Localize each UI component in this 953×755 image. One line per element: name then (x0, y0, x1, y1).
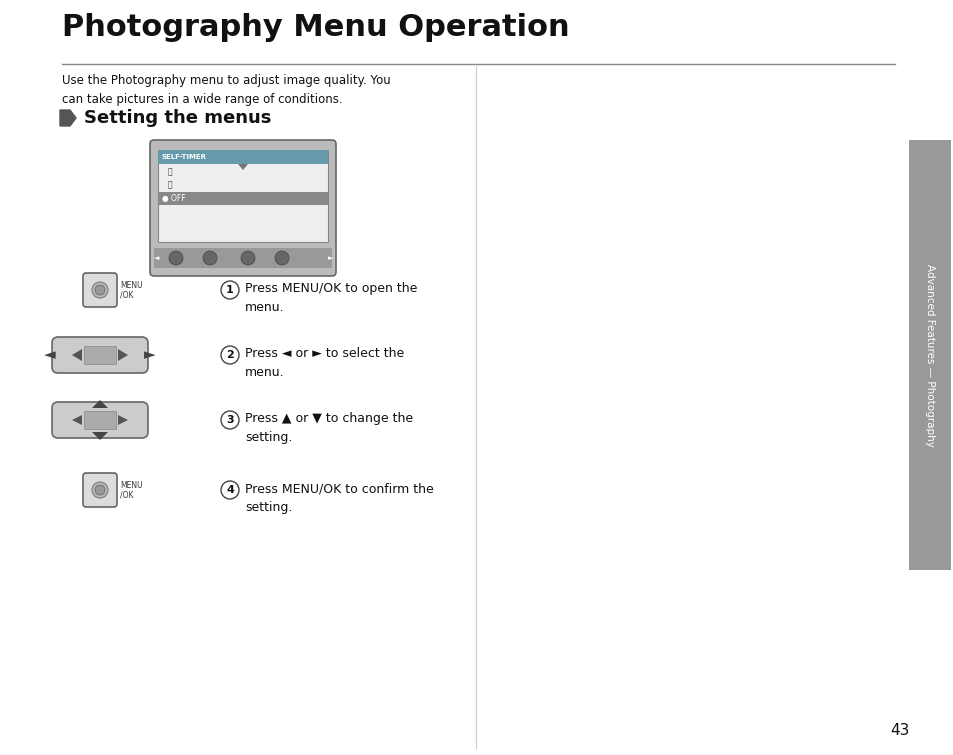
Text: /OK: /OK (120, 291, 133, 300)
FancyBboxPatch shape (83, 473, 117, 507)
Circle shape (169, 251, 183, 265)
Bar (158, 150, 328, 242)
Circle shape (221, 481, 239, 499)
Circle shape (221, 281, 239, 299)
Circle shape (95, 285, 105, 295)
Circle shape (274, 251, 289, 265)
Text: Press ◄ or ► to select the
menu.: Press ◄ or ► to select the menu. (245, 347, 404, 379)
Bar (55, 8, 894, 60)
Text: 4: 4 (226, 485, 233, 495)
Text: 43: 43 (889, 723, 909, 738)
Polygon shape (60, 110, 76, 126)
Circle shape (91, 482, 108, 498)
Text: 1: 1 (226, 285, 233, 295)
Text: Press MENU/OK to open the
menu.: Press MENU/OK to open the menu. (245, 282, 417, 314)
Polygon shape (91, 400, 108, 408)
FancyBboxPatch shape (83, 273, 117, 307)
Polygon shape (71, 415, 82, 425)
Polygon shape (91, 432, 108, 440)
FancyBboxPatch shape (52, 337, 148, 373)
Polygon shape (118, 349, 128, 361)
Text: 2: 2 (226, 350, 233, 360)
Circle shape (91, 282, 108, 298)
Text: MENU: MENU (120, 281, 143, 289)
Bar (158, 150, 328, 164)
Text: MENU: MENU (120, 480, 143, 489)
Text: ● OFF: ● OFF (162, 193, 186, 202)
Text: Use the Photography menu to adjust image quality. You
can take pictures in a wid: Use the Photography menu to adjust image… (62, 74, 391, 106)
Text: Press ▲ or ▼ to change the
setting.: Press ▲ or ▼ to change the setting. (245, 412, 413, 444)
Bar (908, 140, 950, 570)
Text: /OK: /OK (120, 491, 133, 500)
Circle shape (221, 346, 239, 364)
Text: SELF-TIMER: SELF-TIMER (162, 154, 207, 160)
Bar (153, 248, 332, 268)
Text: ⌛: ⌛ (168, 168, 172, 177)
Text: ►: ► (144, 347, 155, 362)
Circle shape (221, 411, 239, 429)
Text: ⏲: ⏲ (168, 180, 172, 190)
Circle shape (95, 485, 105, 495)
Bar (158, 192, 328, 205)
Text: ◄: ◄ (44, 347, 56, 362)
Text: ◄: ◄ (154, 255, 159, 261)
Bar (84, 411, 116, 429)
FancyBboxPatch shape (150, 140, 335, 276)
Circle shape (203, 251, 216, 265)
Bar (84, 346, 116, 364)
Text: Advanced Features — Photography: Advanced Features — Photography (924, 263, 934, 446)
Polygon shape (71, 349, 82, 361)
Polygon shape (237, 164, 248, 170)
Text: 3: 3 (226, 415, 233, 425)
FancyBboxPatch shape (52, 402, 148, 438)
Text: Photography Menu Operation: Photography Menu Operation (62, 13, 569, 42)
Polygon shape (118, 415, 128, 425)
Text: Press MENU/OK to confirm the
setting.: Press MENU/OK to confirm the setting. (245, 482, 434, 514)
Text: ►: ► (328, 255, 334, 261)
Text: Setting the menus: Setting the menus (84, 109, 271, 127)
Circle shape (241, 251, 254, 265)
